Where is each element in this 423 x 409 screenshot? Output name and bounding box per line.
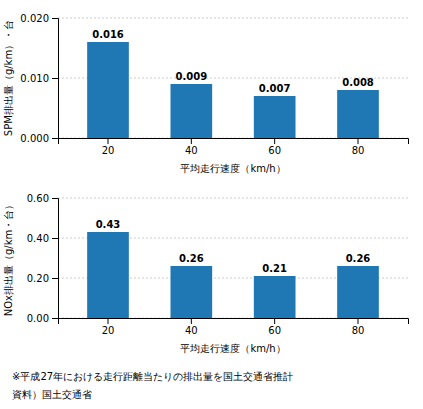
y-tick: 0.40 [27,233,58,244]
grid [58,18,408,138]
bar [171,266,213,318]
grid-line [58,18,408,19]
x-axis-line [59,139,409,145]
x-tick-mark [358,138,359,144]
y-tick-label: 0.010 [20,73,49,84]
data-label: 0.009 [176,71,208,82]
y-tick-label: 0.20 [27,273,49,284]
x-tick-label: 40 [185,145,198,156]
y-tick: 0.010 [20,73,58,84]
data-labels: 0.43 0.26 0.21 0.26 [96,219,371,274]
bar [254,96,296,138]
x-tick-mark [274,318,275,324]
x-tick-label: 20 [102,145,115,156]
y-tick-label: 0.00 [27,313,49,324]
x-tick-label: 80 [352,325,365,336]
x-tick-mark [191,138,192,144]
data-label: 0.43 [96,219,121,230]
chart: 0.00 0.20 0.40 0.60 20 40 60 80 0.43 0.26 0.21 0.26… [3,193,409,354]
x-axis-title: 平均走行速度（km/h） [180,163,285,174]
y-tick-mark [52,198,58,199]
x-tick-label: 60 [268,145,281,156]
x-axis: 20 40 60 80 [59,318,409,336]
bars [87,42,379,138]
x-tick: 20 [102,138,115,156]
figure: 0.0000.0100.020204060800.0160.0090.0070.… [0,0,423,409]
y-axis-line [52,19,59,139]
x-axis: 20 40 60 80 [59,138,409,156]
y-tick-mark [52,78,58,79]
x-tick-mark [108,318,109,324]
data-label: 0.016 [92,29,124,40]
y-tick-mark [52,318,58,319]
y-tick-label: 0.020 [20,13,49,24]
x-tick-mark [274,138,275,144]
x-tick-label: 80 [352,145,365,156]
footnote: 資料）国土交通省 [12,389,92,400]
y-tick-label: 0.60 [27,193,49,204]
bar [337,90,379,138]
x-tick: 80 [352,318,365,336]
x-tick-label: 60 [268,325,281,336]
y-tick-mark [52,138,58,139]
x-tick-label: 40 [185,325,198,336]
x-tick: 40 [185,138,198,156]
y-tick: 0.020 [20,13,58,24]
data-labels: 0.016 0.009 0.007 0.008 [92,29,374,94]
x-tick: 80 [352,138,365,156]
y-tick: 0.000 [20,133,58,144]
y-tick-mark [52,278,58,279]
y-axis: 0.000 0.010 0.020 [20,13,58,144]
y-tick: 0.60 [27,193,58,204]
x-tick: 60 [268,318,281,336]
data-label: 0.008 [342,77,374,88]
y-tick-label: 0.000 [20,133,49,144]
y-tick: 0.00 [27,313,58,324]
grid [58,198,408,318]
footnotes: ※平成27年における走行距離当たりの排出量を国土交通省推計資料）国土交通省 [12,371,293,400]
y-tick-mark [52,238,58,239]
y-tick-mark [52,18,58,19]
bar [254,276,296,318]
y-axis-title: NOx排出量（g/km・台） [3,200,14,317]
y-axis: 0.00 0.20 0.40 0.60 [27,193,59,324]
data-label: 0.26 [346,253,371,264]
x-tick-label: 20 [102,325,115,336]
data-label: 0.21 [262,263,287,274]
bar [171,84,213,138]
data-label: 0.007 [259,83,291,94]
grid-line [58,198,408,199]
footnote: ※平成27年における走行距離当たりの排出量を国土交通省推計 [12,371,293,382]
bar [87,42,129,138]
x-tick-mark [358,318,359,324]
data-label: 0.26 [179,253,204,264]
x-tick-mark [191,318,192,324]
x-axis-title: 平均走行速度（km/h） [180,343,285,354]
x-tick: 40 [185,318,198,336]
bar [87,232,129,318]
x-axis-line [59,319,409,325]
x-tick: 60 [268,138,281,156]
y-tick: 0.20 [27,273,58,284]
x-tick-mark [108,138,109,144]
y-tick-label: 0.40 [27,233,49,244]
chart: 0.0000.0100.020204060800.0160.0090.0070.… [3,13,409,174]
x-tick: 20 [102,318,115,336]
y-axis-title: SPM排出量（g/km）・台 [3,20,14,136]
y-axis-line [52,199,59,319]
bar [337,266,379,318]
bars [87,232,379,318]
